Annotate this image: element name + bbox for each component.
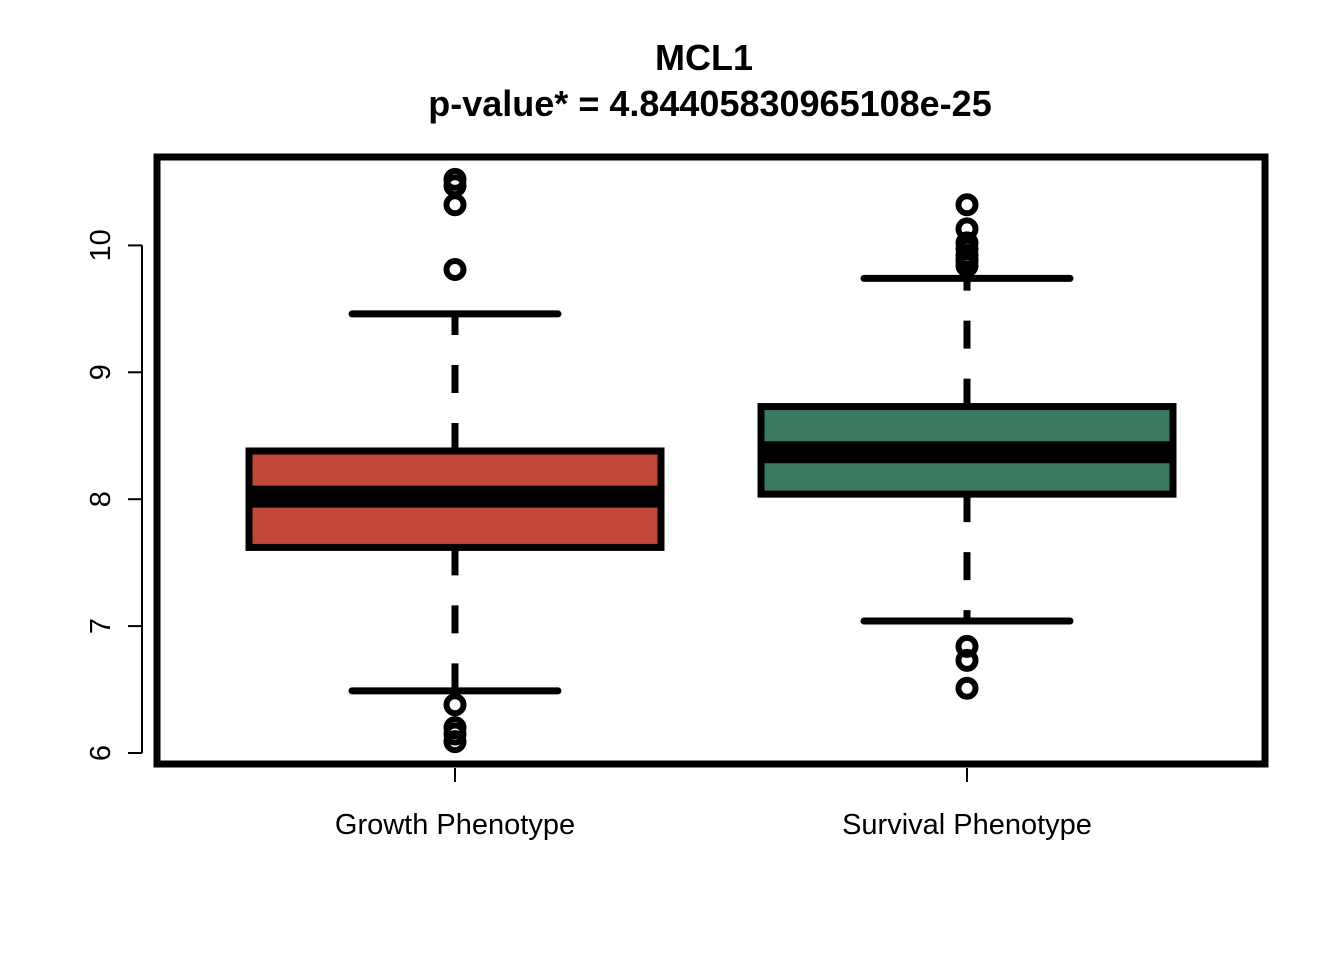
outlier-point: [443, 693, 467, 717]
outlier-point: [955, 634, 979, 658]
chart-subtitle: p-value* = 4.84405830965108e-25: [428, 83, 991, 124]
y-tick-label: 10: [85, 229, 117, 261]
outlier-point: [443, 193, 467, 217]
chart-title: MCL1: [655, 37, 753, 78]
box-group-2: [757, 193, 1177, 700]
x-tick-label: Survival Phenotype: [842, 809, 1092, 841]
y-tick-label: 8: [85, 491, 117, 507]
y-tick-label: 9: [85, 364, 117, 380]
outlier-point: [443, 258, 467, 282]
outlier-point: [955, 648, 979, 672]
outlier-point: [955, 676, 979, 700]
outlier-point: [443, 730, 467, 754]
plot-frame: [153, 153, 1269, 768]
plot-area: [245, 167, 1177, 754]
y-tick-label: 6: [85, 745, 117, 761]
axes: 6 7 8 9 10 Growth Phenotype Survival Phenotype: [85, 229, 1092, 841]
outlier-point: [955, 254, 979, 278]
box-group-1: [245, 167, 665, 754]
y-tick-label: 7: [85, 618, 117, 634]
outlier-point: [955, 217, 979, 241]
x-tick-label: Growth Phenotype: [335, 809, 575, 841]
outlier-point: [955, 193, 979, 217]
